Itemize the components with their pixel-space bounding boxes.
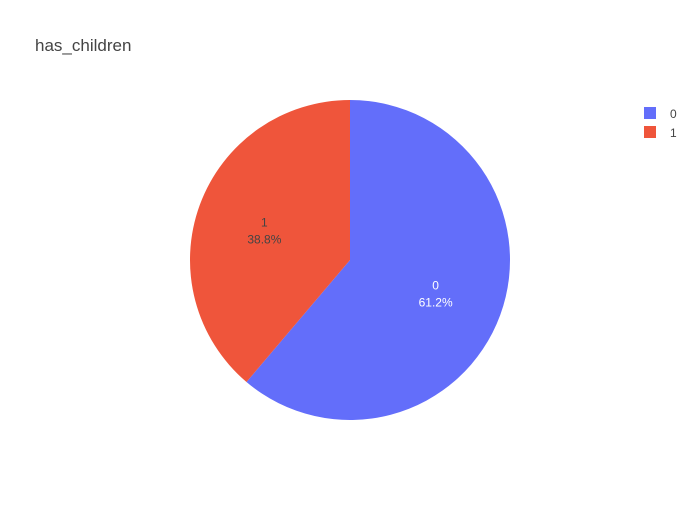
pie-slice-0[interactable] [246, 100, 510, 420]
legend-label-0: 0 [670, 107, 677, 121]
slice-category-1: 1 [261, 216, 268, 230]
legend-swatch-0 [644, 107, 656, 119]
slice-label-0: 0 61.2% [419, 278, 453, 309]
slice-percent-0: 61.2% [419, 295, 453, 309]
slice-category-0: 0 [432, 278, 439, 292]
pie-slice-1[interactable] [190, 100, 350, 382]
legend-swatch-1 [644, 126, 656, 138]
pie-labels: 0 61.2% 1 38.8% [247, 216, 453, 310]
legend[interactable]: 0 1 [644, 107, 677, 140]
legend-label-1: 1 [670, 126, 677, 140]
pie-slices [190, 100, 510, 420]
chart-title: has_children [35, 36, 131, 55]
legend-item-0[interactable]: 0 [644, 107, 677, 121]
legend-item-1[interactable]: 1 [644, 126, 677, 140]
slice-label-1: 1 38.8% [247, 216, 281, 247]
slice-percent-1: 38.8% [247, 233, 281, 247]
